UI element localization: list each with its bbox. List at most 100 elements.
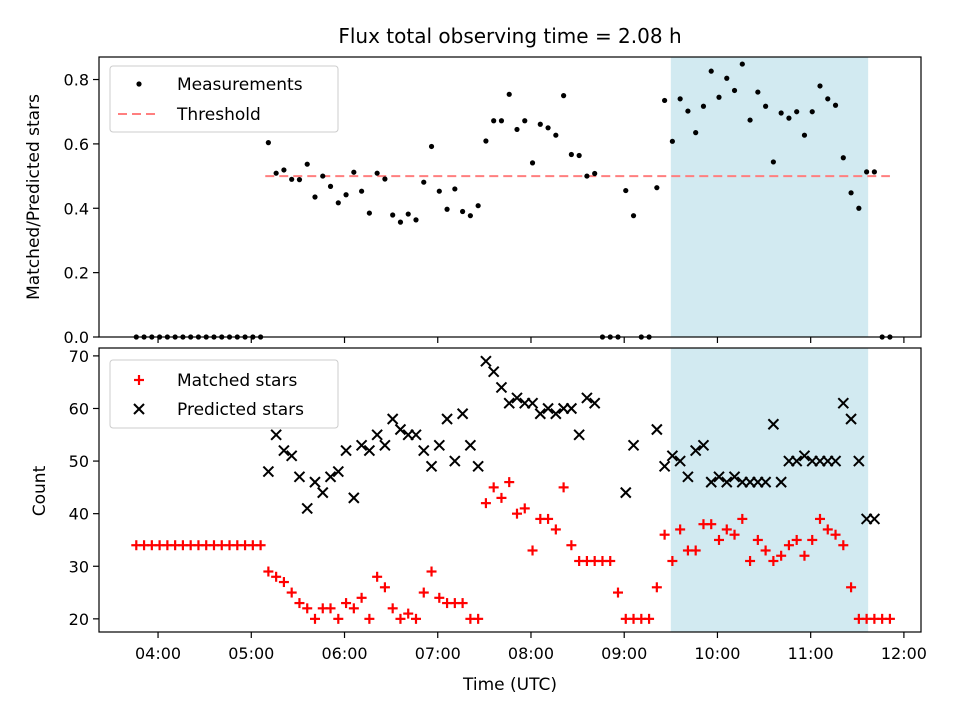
matched-star-point [410, 613, 421, 624]
predicted-star-point [721, 476, 733, 488]
matched-star-point [558, 482, 569, 493]
top-y-tick-label: 0.8 [64, 71, 89, 90]
measurement-point [700, 103, 707, 109]
matched-star-point [356, 592, 367, 603]
bottom-y-tick-label: 60 [69, 399, 89, 418]
predicted-star-point [713, 471, 725, 483]
legend-predicted-label: Predicted stars [177, 400, 304, 420]
top-x-ticks [157, 337, 905, 343]
matched-star-point [644, 613, 655, 624]
legend-predicted-marker [133, 403, 145, 415]
predicted-star-point [697, 439, 710, 452]
matched-star-point [341, 598, 352, 609]
measurement-point [491, 118, 497, 124]
bottom-x-tick-label: 06:00 [321, 644, 367, 663]
bottom-y-tick-label: 40 [69, 505, 89, 524]
matched-star-point [309, 613, 320, 624]
measurement-point [731, 87, 738, 94]
matched-star-point [387, 603, 398, 614]
matched-star-point [278, 577, 289, 588]
matched-star-point [263, 566, 274, 577]
top-y-axis-label: Matched/Predicted stars [24, 94, 44, 300]
predicted-star-point [565, 402, 578, 415]
predicted-star-point [620, 486, 632, 499]
measurement-point [654, 185, 660, 191]
measurement-point [716, 94, 722, 100]
chart-title: Flux total observing time = 2.08 h [338, 24, 681, 48]
matched-star-point [814, 513, 825, 524]
legend-measurements-label: Measurements [177, 75, 303, 95]
measurement-point [685, 108, 691, 114]
bottom-observing-window [670, 348, 869, 632]
predicted-star-point [682, 471, 694, 483]
matched-star-point [846, 582, 857, 593]
matched-star-point [372, 571, 383, 582]
predicted-star-point [689, 444, 702, 457]
matched-star-point [504, 477, 515, 488]
measurement-point [677, 96, 683, 102]
measurement-point [343, 192, 349, 198]
matched-star-point [675, 524, 686, 535]
matched-star-point [745, 556, 756, 566]
predicted-star-point [798, 450, 811, 462]
measurement-point [289, 176, 295, 182]
measurement-point [755, 89, 761, 95]
measurement-point [529, 160, 536, 166]
legend-measurement-marker [136, 81, 142, 87]
predicted-star-point [627, 439, 640, 452]
matched-star-point [721, 524, 732, 535]
matched-star-point [496, 492, 507, 503]
bottom-panel: 20 30 40 50 60 70 04:00 05:00 06:00 07:00 08:00 09… [30, 347, 927, 695]
measurement-point [320, 173, 326, 179]
measurement-point [856, 205, 862, 211]
measurement-point [770, 159, 776, 165]
matched-star-point [884, 613, 895, 624]
predicted-star-point [348, 492, 360, 504]
predicted-star-point [480, 355, 492, 367]
measurement-point [561, 93, 567, 99]
matched-star-point [830, 529, 841, 540]
top-y-ticks: 0.0 0.2 0.4 0.6 0.8 [64, 71, 99, 347]
measurement-point [273, 170, 279, 176]
predicted-star-point [829, 455, 842, 467]
matched-star-point [333, 613, 344, 624]
predicted-star-point [790, 455, 803, 467]
matched-star-point [395, 613, 406, 624]
predicted-star-point [270, 429, 282, 441]
measurement-point [592, 170, 598, 177]
measurement-point [724, 75, 730, 81]
matched-star-point [302, 603, 313, 614]
bottom-y-ticks: 20 30 40 50 60 70 [69, 347, 99, 629]
predicted-star-point [309, 476, 321, 488]
bottom-x-tick-label: 12:00 [881, 644, 927, 663]
matched-star-point [473, 613, 484, 624]
matched-star-point [457, 598, 468, 609]
predicted-star-point [410, 429, 422, 441]
predicted-star-point [293, 471, 306, 483]
bottom-x-tick-label: 07:00 [415, 644, 461, 663]
matched-star-point [403, 608, 414, 619]
predicted-star-point [425, 460, 438, 473]
top-y-tick-label: 0.4 [64, 199, 89, 218]
matched-star-point [286, 587, 297, 598]
measurement-point [864, 169, 870, 175]
measurement-point [568, 151, 574, 158]
legend-threshold-label: Threshold [176, 105, 261, 125]
predicted-star-point [728, 471, 741, 483]
measurement-point [265, 140, 271, 146]
measurement-point [801, 132, 808, 138]
measurement-point [623, 187, 629, 194]
predicted-star-point [868, 513, 881, 525]
bottom-x-tick-label: 09:00 [601, 644, 647, 663]
matched-star-point [667, 556, 678, 566]
predicted-star-point [332, 465, 345, 478]
predicted-star-point [550, 408, 562, 420]
measurement-point [545, 125, 551, 131]
bottom-x-tick-label: 05:00 [228, 644, 274, 663]
matched-star-point [752, 534, 763, 545]
measurement-point [537, 121, 543, 127]
measurement-point [405, 211, 411, 217]
matched-star-point [255, 540, 266, 551]
matched-star-point [799, 550, 810, 561]
measurement-point [428, 143, 435, 150]
